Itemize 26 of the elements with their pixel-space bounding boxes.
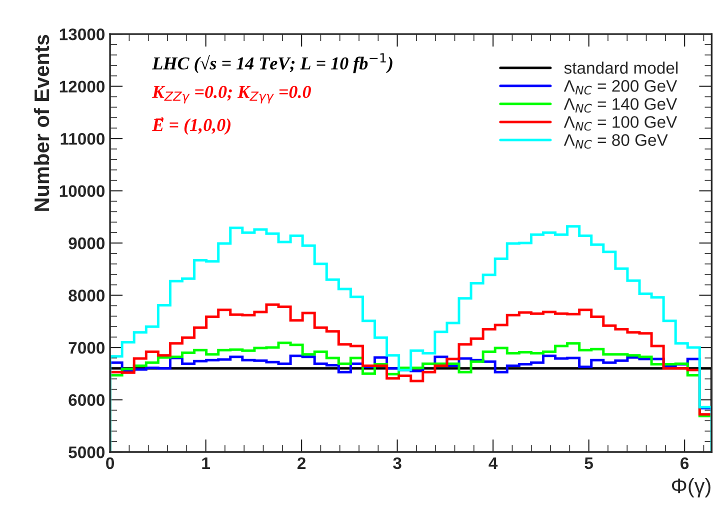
- y-tick-label: 9000: [68, 237, 105, 250]
- legend-label: Λ$_{NC}$ = 80 GeV: [564, 134, 668, 149]
- annotation: E⃗ = (1,0,0): [152, 117, 231, 135]
- x-tick-label: 5: [584, 457, 593, 470]
- y-axis-title: Number of Events: [34, 34, 50, 211]
- annotation: LHC (√s = 14 TeV; L = 10 fb$^{−1}$): [152, 53, 392, 74]
- y-tick-label: 10000: [60, 185, 105, 197]
- y-tick-label: 11000: [60, 132, 105, 145]
- legend-label: Λ$_{NC}$ = 100 GeV: [564, 116, 678, 131]
- y-tick-label: 6000: [68, 394, 105, 406]
- x-tick-label: 4: [488, 457, 498, 469]
- y-tick-label: 13000: [60, 28, 105, 40]
- x-tick-label: 3: [393, 457, 402, 470]
- x-tick-label: 1: [202, 457, 210, 469]
- y-tick-label: 8000: [68, 290, 105, 302]
- x-tick-label: 2: [298, 457, 306, 469]
- legend-label: standard model: [564, 62, 678, 74]
- y-tick-label: 12000: [60, 80, 105, 93]
- legend-label: Λ$_{NC}$ = 140 GeV: [564, 98, 678, 113]
- y-tick-label: 5000: [68, 446, 105, 458]
- x-tick-label: 6: [680, 457, 689, 470]
- annotation: K$_{ZZγ}$ =0.0; K$_{Zγγ}$ =0.0: [152, 86, 311, 104]
- x-axis-title: Φ(γ): [672, 478, 710, 498]
- x-tick-label: 0: [106, 457, 114, 470]
- y-tick-label: 7000: [68, 342, 105, 354]
- legend-label: Λ$_{NC}$ = 200 GeV: [564, 80, 678, 95]
